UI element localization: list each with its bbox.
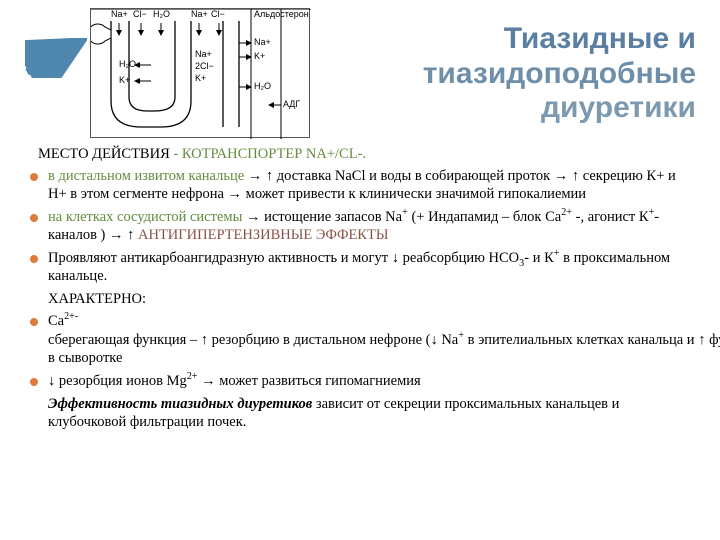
- section-heading: МЕСТО ДЕЙСТВИЯ - КОТРАНСПОРТЕР NA+/CL-.: [38, 146, 696, 163]
- lbl-cl: Cl−: [133, 9, 147, 19]
- lbl-h2o2: H₂O: [254, 81, 271, 91]
- b2-green: на клетках сосудистой системы: [48, 209, 246, 225]
- characteristic-heading: ХАРАКТЕРНО:: [24, 290, 696, 309]
- b5-b: → может развиться гипомагниемия: [198, 373, 421, 389]
- body-list: в дистальном извитом канальце → ↑ достав…: [24, 167, 696, 432]
- b2-mid: → истощение запасов Na: [246, 209, 402, 225]
- b4-a: Са: [48, 313, 64, 329]
- lbl-k3: K+: [119, 75, 130, 85]
- slide-title: Тиазидные и тиазидоподобные диуретики: [324, 22, 696, 126]
- lbl-cl2: Cl−: [211, 9, 225, 19]
- lbl-h2o3: H₂O: [119, 59, 136, 69]
- lbl-k2: K+: [254, 51, 265, 61]
- title-line-3: диуретики: [324, 91, 696, 126]
- lbl-na4: Na+: [254, 37, 271, 47]
- b4-c: в эпителиальных клетках канальца и ↑ фун…: [464, 332, 720, 348]
- b3-a: Проявляют антикарбоангидразную активност…: [48, 250, 519, 266]
- lbl-adh: АДГ: [283, 99, 300, 109]
- bullet-mg: ↓ резорбция ионов Mg2+ → может развиться…: [24, 372, 696, 391]
- b4-b: сберегающая функция – ↑ резорбцию в дист…: [48, 332, 458, 348]
- slide: Na+ Cl− H₂O Na+ Cl− Альдостерон Na+ 2Cl−…: [0, 0, 720, 540]
- bullet-vascular: на клетках сосудистой системы → истощени…: [24, 208, 696, 245]
- title-line-1: Тиазидные и: [324, 22, 696, 57]
- bullet-ca-sparing: Са2+- сберегающая функция – ↑ резорбцию в…: [24, 312, 696, 368]
- lbl-na2: Na+: [191, 9, 208, 19]
- b5-a: ↓ резорбция ионов Mg: [48, 373, 187, 389]
- b2-s2: 2+: [561, 207, 572, 218]
- bullet-carbonic-anhydrase: Проявляют антикарбоангидразную активност…: [24, 249, 696, 286]
- b4-s1: 2+-: [64, 312, 78, 323]
- lbl-2cl: 2Cl−: [195, 61, 214, 71]
- place-of-action: МЕСТО ДЕЙСТВИЯ: [38, 146, 170, 162]
- lbl-na: Na+: [111, 9, 128, 19]
- lbl-h2o: H₂O: [153, 9, 170, 19]
- lbl-k: K+: [195, 73, 206, 83]
- b2-red: АНТИГИПЕРТЕНЗИВНЫЕ ЭФФЕКТЫ: [138, 227, 388, 243]
- mechanism-text: - КОТРАНСПОРТЕР NA+/CL-.: [170, 146, 366, 162]
- efficacy-note: Эффективность тиазидных диуретиков завис…: [24, 395, 696, 432]
- char-label: ХАРАКТЕРНО:: [48, 291, 146, 307]
- title-line-2: тиазидоподобные: [324, 57, 696, 92]
- b4-f: в сыворотке: [48, 350, 122, 366]
- b2-t1: (+ Индапамид – блок Са: [408, 209, 561, 225]
- bullet-distal-tubule: в дистальном извитом канальце → ↑ достав…: [24, 167, 696, 204]
- b1-green: в дистальном извитом канальце: [48, 168, 248, 184]
- lbl-ald: Альдостерон: [254, 9, 309, 19]
- b2-t2: -, агонист К: [572, 209, 649, 225]
- nephron-diagram: Na+ Cl− H₂O Na+ Cl− Альдостерон Na+ 2Cl−…: [90, 8, 310, 138]
- lbl-na3: Na+: [195, 49, 212, 59]
- b3-b: - и К: [524, 250, 554, 266]
- b5-sup: 2+: [187, 371, 198, 382]
- pointer-arrow-icon: [25, 38, 87, 78]
- efficacy-bold: Эффективность тиазидных диуретиков: [48, 396, 316, 412]
